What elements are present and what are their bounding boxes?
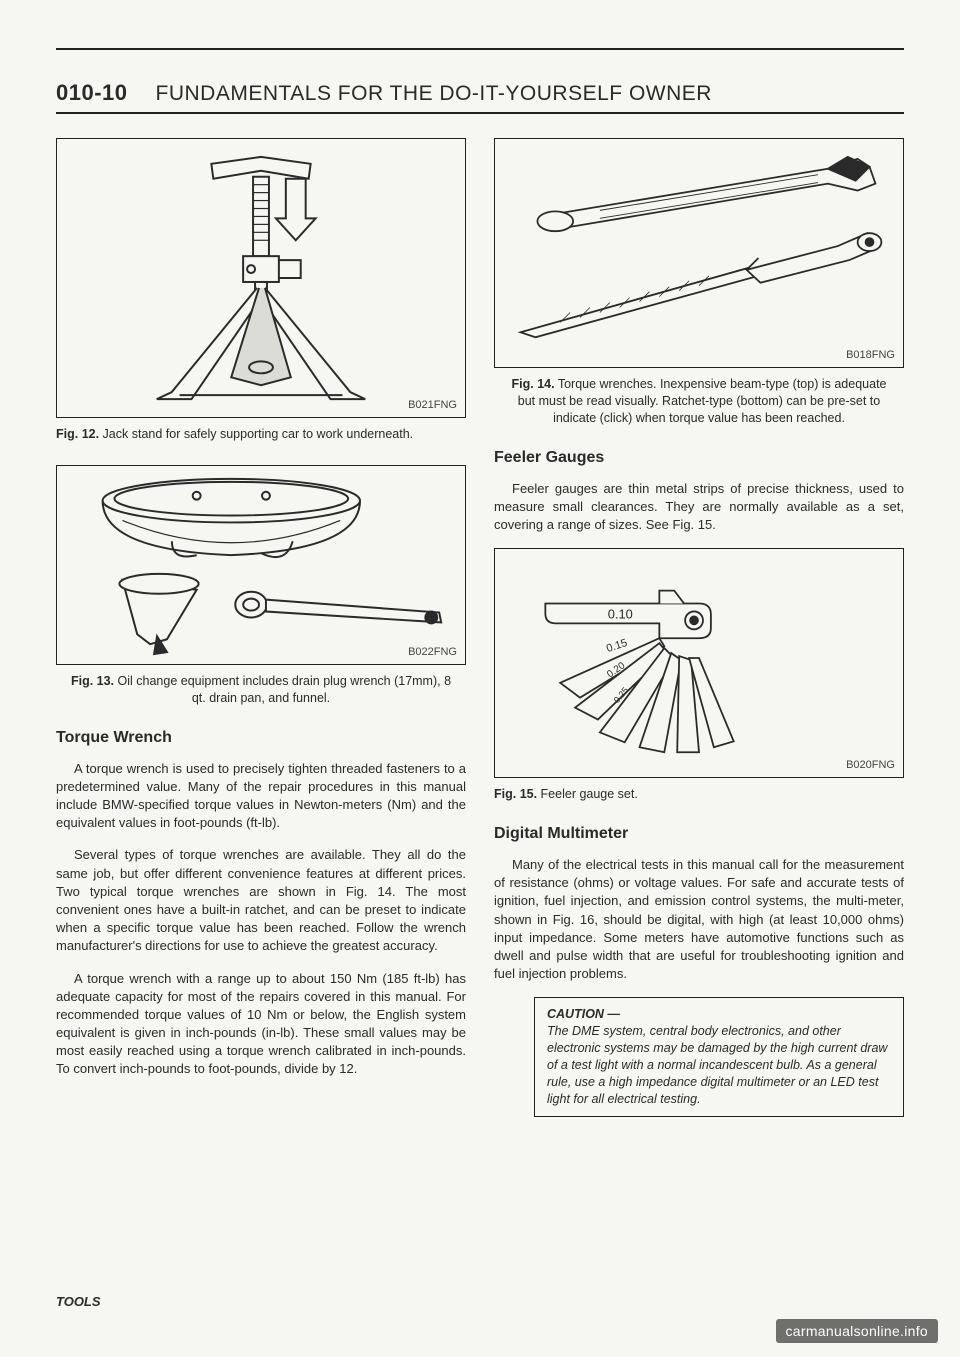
figure-13-caption-bold: Fig. 13. bbox=[71, 674, 114, 688]
figure-15-code: B020FNG bbox=[846, 759, 895, 771]
figure-14-box: B018FNG bbox=[494, 138, 904, 368]
figure-13-caption: Fig. 13. Oil change equipment includes d… bbox=[56, 673, 466, 707]
figure-14-caption-text: Torque wrenches. Inexpensive beam-type (… bbox=[518, 377, 887, 425]
figure-13-code: B022FNG bbox=[408, 646, 457, 658]
oil-change-illustration bbox=[57, 466, 465, 664]
torque-wrench-p3: A torque wrench with a range up to about… bbox=[56, 970, 466, 1079]
figure-12-caption-bold: Fig. 12. bbox=[56, 427, 99, 441]
feeler-gauges-heading: Feeler Gauges bbox=[494, 449, 904, 467]
figure-13-box: B022FNG bbox=[56, 465, 466, 665]
page-title: FUNDAMENTALS FOR THE DO-IT-YOURSELF OWNE… bbox=[156, 82, 712, 106]
caution-body: The DME system, central body electronics… bbox=[547, 1023, 891, 1107]
figure-15-caption-bold: Fig. 15. bbox=[494, 787, 537, 801]
page-number: 010-10 bbox=[56, 80, 128, 106]
torque-wrench-heading: Torque Wrench bbox=[56, 729, 466, 747]
right-column: B018FNG Fig. 14. Torque wrenches. Inexpe… bbox=[494, 138, 904, 1125]
figure-12-caption: Fig. 12. Jack stand for safely supportin… bbox=[56, 426, 466, 443]
digital-multimeter-p1: Many of the electrical tests in this man… bbox=[494, 856, 904, 983]
watermark: carmanualsonline.info bbox=[776, 1319, 939, 1343]
caution-box: CAUTION — The DME system, central body e… bbox=[534, 997, 904, 1116]
page-header: 010-10 FUNDAMENTALS FOR THE DO-IT-YOURSE… bbox=[56, 80, 904, 114]
feeler-label-015: 0.15 bbox=[605, 637, 629, 655]
feeler-gauges-p1: Feeler gauges are thin metal strips of p… bbox=[494, 480, 904, 535]
torque-wrench-illustration bbox=[495, 139, 903, 367]
figure-15-caption-text: Feeler gauge set. bbox=[537, 787, 638, 801]
feeler-label-010: 0.10 bbox=[608, 607, 633, 622]
top-rule bbox=[56, 48, 904, 50]
figure-14-caption-bold: Fig. 14. bbox=[512, 377, 555, 391]
figure-13-caption-text: Oil change equipment includes drain plug… bbox=[114, 674, 451, 705]
caution-heading: CAUTION — bbox=[547, 1006, 891, 1023]
page: 010-10 FUNDAMENTALS FOR THE DO-IT-YOURSE… bbox=[0, 0, 960, 1357]
left-column: B021FNG Fig. 12. Jack stand for safely s… bbox=[56, 138, 466, 1125]
torque-wrench-p1: A torque wrench is used to precisely tig… bbox=[56, 760, 466, 833]
two-column-layout: B021FNG Fig. 12. Jack stand for safely s… bbox=[56, 138, 904, 1125]
digital-multimeter-heading: Digital Multimeter bbox=[494, 825, 904, 843]
figure-14-caption: Fig. 14. Torque wrenches. Inexpensive be… bbox=[494, 376, 904, 427]
torque-wrench-p2: Several types of torque wrenches are ava… bbox=[56, 846, 466, 955]
footer-section-label: TOOLS bbox=[56, 1294, 101, 1309]
feeler-gauge-illustration: 0.10 0.15 0.20 0.25 bbox=[495, 549, 903, 777]
figure-12-box: B021FNG bbox=[56, 138, 466, 418]
figure-12-caption-text: Jack stand for safely supporting car to … bbox=[99, 427, 413, 441]
jack-stand-illustration bbox=[57, 139, 465, 417]
figure-15-caption: Fig. 15. Feeler gauge set. bbox=[494, 786, 904, 803]
figure-14-code: B018FNG bbox=[846, 349, 895, 361]
figure-12-code: B021FNG bbox=[408, 399, 457, 411]
figure-15-box: 0.10 0.15 0.20 0.25 B020FNG bbox=[494, 548, 904, 778]
